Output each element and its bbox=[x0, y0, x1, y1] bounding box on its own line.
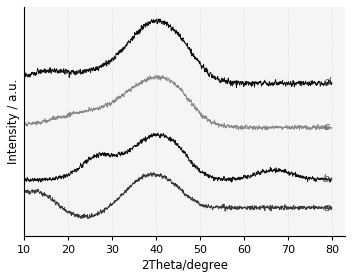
X-axis label: 2Theta/degree: 2Theta/degree bbox=[141, 259, 228, 272]
Y-axis label: Intensity / a.u.: Intensity / a.u. bbox=[7, 79, 20, 164]
Text: d: d bbox=[323, 77, 330, 87]
Text: c: c bbox=[323, 122, 329, 132]
Text: b: b bbox=[323, 174, 330, 184]
Text: a: a bbox=[323, 203, 330, 213]
